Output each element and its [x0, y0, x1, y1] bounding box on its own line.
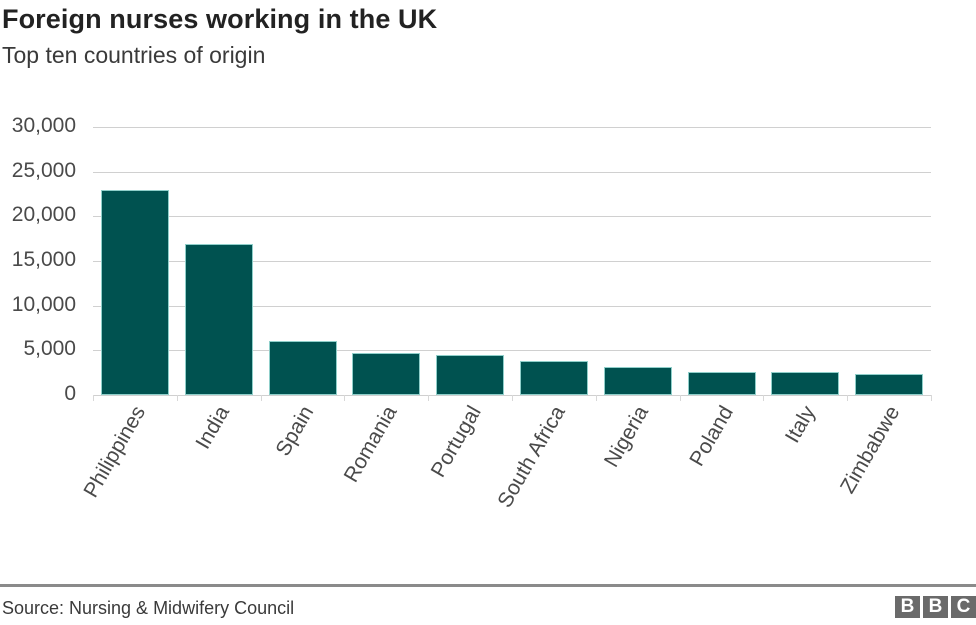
bar-india [185, 244, 253, 395]
gridline [93, 172, 931, 173]
bar-poland [688, 372, 756, 395]
x-axis-category-label: Philippines [79, 402, 151, 502]
y-axis-tick-label: 25,000 [11, 159, 76, 182]
y-axis-tick-label: 15,000 [11, 248, 76, 271]
bbc-logo: B B C [895, 596, 976, 618]
x-axis-tick [344, 395, 345, 401]
bar-romania [352, 353, 420, 395]
bbc-logo-letter: B [923, 596, 948, 618]
bar-philippines [101, 190, 169, 395]
y-axis-tick-label: 5,000 [23, 337, 76, 360]
x-axis-category-label: South Africa [493, 402, 570, 512]
bar-portugal [436, 355, 504, 395]
x-axis-tick [680, 395, 681, 401]
bar-italy [771, 372, 839, 395]
footer-divider [0, 584, 976, 587]
x-axis-tick [931, 395, 932, 401]
chart-subtitle: Top ten countries of origin [2, 42, 266, 68]
x-axis-tick [763, 395, 764, 401]
x-axis-tick [177, 395, 178, 401]
y-axis-tick-label: 30,000 [11, 114, 76, 137]
x-axis-tick [847, 395, 848, 401]
x-axis-category-label: Poland [685, 402, 738, 471]
x-axis-category-label: India [191, 402, 235, 453]
gridline [93, 350, 931, 351]
bar-nigeria [604, 367, 672, 395]
bar-spain [269, 341, 337, 395]
x-axis-category-label: Nigeria [599, 402, 654, 472]
x-axis-tick [428, 395, 429, 401]
bbc-logo-letter: B [895, 596, 920, 618]
bar-south-africa [520, 361, 588, 395]
y-axis-tick-label: 0 [64, 382, 76, 405]
y-axis-tick-label: 10,000 [11, 293, 76, 316]
gridline [93, 306, 931, 307]
gridline [93, 127, 931, 128]
bar-chart-plot: 0 5,000 10,000 15,000 20,000 25,000 30,000 Phil… [11, 114, 932, 512]
chart-title: Foreign nurses working in the UK [2, 4, 438, 34]
x-axis-tick [93, 395, 94, 401]
gridline [93, 216, 931, 217]
x-axis-category-label: Zimbabwe [836, 402, 905, 498]
x-axis-category-label: Italy [780, 402, 821, 447]
x-axis-tick [512, 395, 513, 401]
x-axis-category-label: Spain [271, 402, 319, 461]
x-axis-tick [596, 395, 597, 401]
bar-zimbabwe [855, 374, 923, 395]
x-axis-category-label: Portugal [426, 402, 486, 482]
y-axis-tick-label: 20,000 [11, 203, 76, 226]
x-axis-tick [261, 395, 262, 401]
bbc-logo-letter: C [951, 596, 976, 618]
source-note: Source: Nursing & Midwifery Council [2, 598, 295, 618]
gridline [93, 261, 931, 262]
x-axis-category-label: Romania [339, 402, 402, 487]
